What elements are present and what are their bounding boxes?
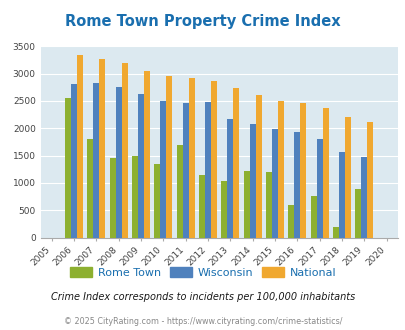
Bar	[249, 124, 255, 238]
Bar	[122, 63, 128, 238]
Bar	[227, 119, 233, 238]
Text: Crime Index corresponds to incidents per 100,000 inhabitants: Crime Index corresponds to incidents per…	[51, 292, 354, 302]
Bar	[198, 175, 205, 238]
Bar	[271, 129, 277, 238]
Bar	[221, 181, 227, 238]
Legend: Rome Town, Wisconsin, National: Rome Town, Wisconsin, National	[65, 263, 340, 282]
Bar	[265, 172, 271, 238]
Bar	[166, 76, 172, 238]
Bar	[294, 132, 300, 238]
Bar	[93, 83, 99, 238]
Bar	[316, 139, 322, 238]
Bar	[344, 117, 350, 238]
Bar	[138, 94, 144, 238]
Bar	[71, 84, 77, 238]
Bar	[205, 102, 211, 238]
Bar	[132, 155, 138, 238]
Bar	[160, 101, 166, 238]
Bar	[77, 55, 83, 238]
Bar	[243, 171, 249, 238]
Bar	[322, 108, 328, 238]
Bar	[188, 78, 194, 238]
Bar	[87, 139, 93, 238]
Bar	[99, 59, 105, 238]
Bar	[176, 145, 182, 238]
Bar	[367, 122, 373, 238]
Bar	[310, 196, 316, 238]
Bar	[300, 103, 306, 238]
Text: Rome Town Property Crime Index: Rome Town Property Crime Index	[65, 14, 340, 29]
Bar	[233, 88, 239, 238]
Bar	[144, 71, 150, 238]
Bar	[354, 189, 360, 238]
Bar	[65, 98, 71, 238]
Text: © 2025 CityRating.com - https://www.cityrating.com/crime-statistics/: © 2025 CityRating.com - https://www.city…	[64, 317, 341, 326]
Bar	[109, 158, 115, 238]
Bar	[288, 205, 294, 238]
Bar	[182, 103, 188, 238]
Bar	[332, 227, 338, 238]
Bar	[211, 81, 217, 238]
Bar	[115, 87, 122, 238]
Bar	[360, 157, 367, 238]
Bar	[338, 152, 344, 238]
Bar	[277, 101, 284, 238]
Bar	[255, 95, 261, 238]
Bar	[154, 164, 160, 238]
